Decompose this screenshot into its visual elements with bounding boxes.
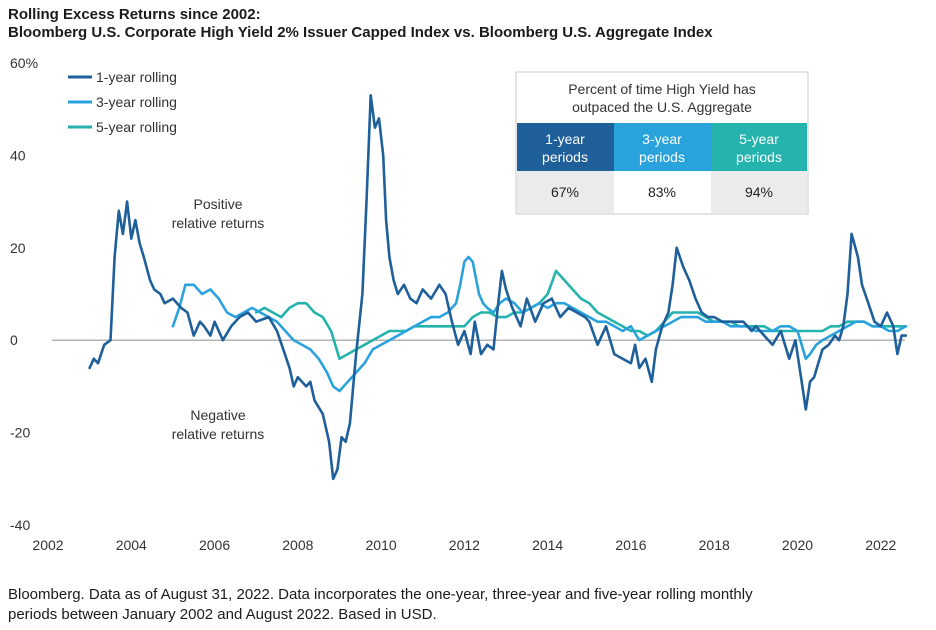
- annotation-positive-line2: relative returns: [172, 215, 265, 231]
- x-tick-label: 2006: [199, 537, 230, 553]
- legend-label-1yr: 1-year rolling: [96, 69, 177, 85]
- summary-table: Percent of time High Yield has outpaced …: [515, 71, 809, 215]
- line-chart: -40 -20 0 20 40 60% 2002 2004 2006 2008 2010 2012 20…: [10, 55, 908, 553]
- summary-col-1yr-value-bg: [517, 171, 614, 213]
- series-line-1yr: [88, 93, 908, 481]
- summary-col-5yr-header: [711, 123, 807, 171]
- summary-col-5yr-line1: 5-year: [739, 131, 779, 147]
- footnote-line-1: Bloomberg. Data as of August 31, 2022. D…: [8, 586, 753, 603]
- title-line-1: Rolling Excess Returns since 2002:: [8, 6, 261, 23]
- x-tick-label: 2014: [532, 537, 563, 553]
- x-tick-label: 2012: [449, 537, 480, 553]
- summary-col-5yr-line2: periods: [736, 149, 782, 165]
- annotation-negative-line1: Negative: [190, 407, 245, 423]
- x-tick-label: 2002: [32, 537, 63, 553]
- summary-col-3yr-value-bg: [614, 171, 711, 213]
- summary-col-1yr-line2: periods: [542, 149, 588, 165]
- y-tick-label: 20: [10, 240, 26, 256]
- legend-label-3yr: 3-year rolling: [96, 94, 177, 110]
- chart-title: Rolling Excess Returns since 2002: Bloom…: [8, 6, 928, 42]
- x-tick-label: 2016: [615, 537, 646, 553]
- annotation-negative: Negative relative returns: [172, 407, 265, 442]
- footnote-line-2: periods between January 2002 and August …: [8, 606, 437, 623]
- y-tick-label: 60%: [10, 55, 38, 71]
- annotation-positive-line1: Positive: [193, 196, 242, 212]
- x-tick-label: 2022: [865, 537, 896, 553]
- summary-col-1yr-header: [517, 123, 614, 171]
- summary-col-3yr-value: 83%: [648, 184, 676, 200]
- axes-layer: -40 -20 0 20 40 60% 2002 2004 2006 2008 2010 2012 20…: [10, 55, 905, 553]
- summary-heading-line1: Percent of time High Yield has: [568, 81, 756, 97]
- annotation-negative-line2: relative returns: [172, 426, 265, 442]
- summary-col-5yr-value: 94%: [745, 184, 773, 200]
- y-tick-label: 0: [10, 332, 18, 348]
- summary-heading-line2: outpaced the U.S. Aggregate: [572, 99, 752, 115]
- summary-col-1yr-value: 67%: [551, 184, 579, 200]
- summary-col-3yr-header: [614, 123, 711, 171]
- summary-col-3yr-line1: 3-year: [642, 131, 682, 147]
- title-line-2: Bloomberg U.S. Corporate High Yield 2% I…: [8, 24, 713, 41]
- y-tick-label: 40: [10, 147, 26, 163]
- y-tick-label: -20: [10, 425, 30, 441]
- x-tick-label: 2018: [699, 537, 730, 553]
- legend-label-5yr: 5-year rolling: [96, 119, 177, 135]
- x-tick-label: 2008: [282, 537, 313, 553]
- summary-col-5yr-value-bg: [711, 171, 807, 213]
- x-tick-label: 2004: [116, 537, 147, 553]
- legend: 1-year rolling 3-year rolling 5-year rol…: [68, 69, 177, 135]
- x-tick-label: 2010: [366, 537, 397, 553]
- series-line-3yr: [171, 255, 908, 393]
- annotation-positive: Positive relative returns: [172, 196, 265, 231]
- summary-col-1yr-line1: 1-year: [545, 131, 585, 147]
- y-tick-label: -40: [10, 517, 30, 533]
- series-lines: [88, 93, 908, 481]
- x-tick-label: 2020: [782, 537, 813, 553]
- footnote: Bloomberg. Data as of August 31, 2022. D…: [8, 585, 908, 625]
- summary-col-3yr-line2: periods: [639, 149, 685, 165]
